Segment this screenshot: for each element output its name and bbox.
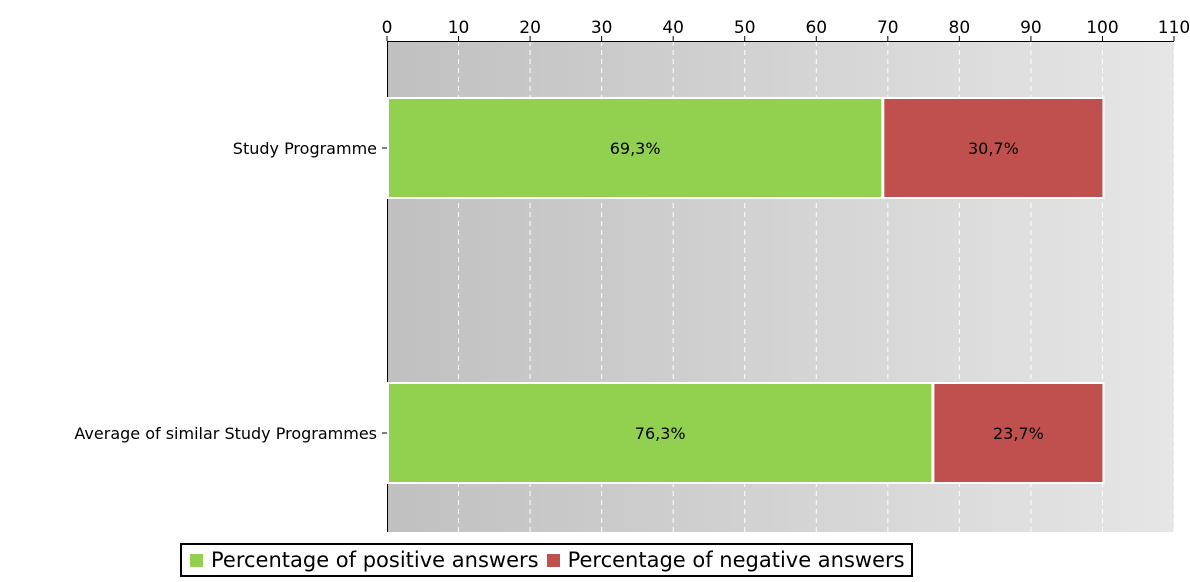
x-tick-label: 20	[519, 18, 541, 38]
x-tick-label: 50	[734, 18, 756, 38]
category-label: Study Programme	[233, 139, 377, 158]
bar-positive	[389, 99, 882, 197]
legend-label-positive: Percentage of positive answers	[211, 547, 539, 572]
legend-swatch-positive	[190, 553, 203, 567]
bar-positive	[389, 384, 932, 482]
x-tick-label: 110	[1158, 18, 1190, 38]
category-label: Average of similar Study Programmes	[74, 424, 377, 443]
x-tick-label: 40	[662, 18, 684, 38]
x-tick-label: 70	[877, 18, 899, 38]
legend-item-positive: Percentage of positive answers	[190, 547, 539, 572]
legend-item-negative: Percentage of negative answers	[546, 547, 905, 572]
legend-label-negative: Percentage of negative answers	[567, 547, 905, 572]
x-tick-label: 80	[949, 18, 971, 38]
x-tick-label: 60	[805, 18, 827, 38]
bar-negative	[884, 99, 1103, 197]
bar-negative	[934, 384, 1103, 482]
data-label: 76,3%	[635, 424, 686, 443]
legend: Percentage of positive answers Percentag…	[180, 543, 913, 577]
x-tick-label: 90	[1020, 18, 1042, 38]
x-tick-label: 10	[448, 18, 470, 38]
data-label: 30,7%	[968, 139, 1019, 158]
x-tick-label: 0	[382, 18, 393, 38]
x-tick-label: 100	[1086, 18, 1118, 38]
legend-swatch-negative	[546, 553, 560, 567]
data-label: 69,3%	[610, 139, 661, 158]
data-label: 23,7%	[993, 424, 1044, 443]
x-tick-label: 30	[591, 18, 613, 38]
